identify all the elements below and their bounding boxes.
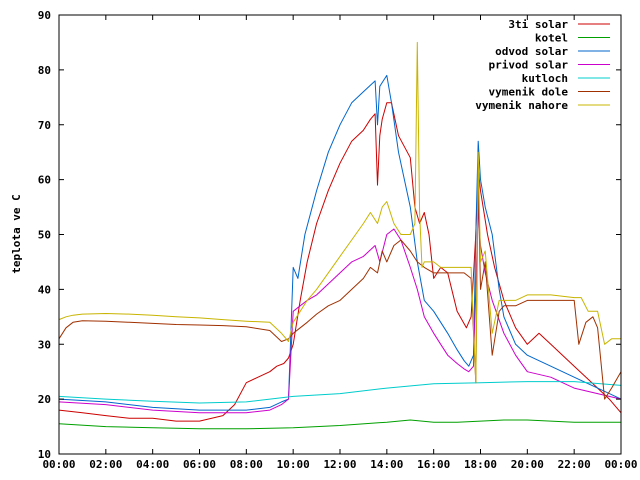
y-tick-label: 80 (38, 64, 51, 77)
x-tick-label: 06:00 (183, 458, 216, 471)
y-tick-label: 30 (38, 338, 51, 351)
x-tick-label: 02:00 (89, 458, 122, 471)
tick-layer: 10 20 30 40 50 60 70 80 90 00:00 02:00 04:00 06:00 08… (38, 9, 638, 471)
legend-label: kutloch (522, 72, 568, 85)
legend-label: vymenik dole (489, 86, 569, 99)
y-tick-label: 70 (38, 119, 51, 132)
x-tick-label: 00:00 (604, 458, 637, 471)
series-line-3ti-solar (58, 102, 622, 422)
legend-label: 3ti solar (508, 18, 568, 31)
y-tick-label: 50 (38, 229, 51, 242)
legend-label: privod solar (489, 59, 569, 72)
y-tick-label: 10 (38, 448, 51, 461)
x-tick-label: 16:00 (417, 458, 450, 471)
series-layer (58, 41, 622, 430)
x-tick-label: 14:00 (370, 458, 403, 471)
x-tick-label: 00:00 (42, 458, 75, 471)
x-tick-label: 08:00 (230, 458, 263, 471)
legend-label: vymenik nahore (475, 99, 568, 112)
series-line-vymenik-dole (58, 179, 622, 400)
x-tick-label: 10:00 (277, 458, 310, 471)
legend-label: kotel (535, 32, 568, 45)
series-line-kutloch (58, 381, 622, 404)
series-line-odvod-solar (58, 74, 622, 411)
x-tick-label: 20:00 (511, 458, 544, 471)
series-line-privod-solar (58, 206, 622, 414)
series-line-kotel (58, 419, 621, 430)
series-line-vymenik-nahore (58, 41, 621, 384)
x-tick-label: 12:00 (323, 458, 356, 471)
y-tick-label: 20 (38, 393, 51, 406)
y-tick-label: 40 (38, 283, 51, 296)
x-tick-label: 04:00 (136, 458, 169, 471)
x-tick-label: 22:00 (558, 458, 591, 471)
y-axis-label: teplota ve C (10, 194, 23, 273)
y-tick-label: 60 (38, 174, 51, 187)
x-tick-label: 18:00 (464, 458, 497, 471)
y-tick-label: 90 (38, 9, 51, 22)
legend-label: odvod solar (495, 45, 568, 58)
